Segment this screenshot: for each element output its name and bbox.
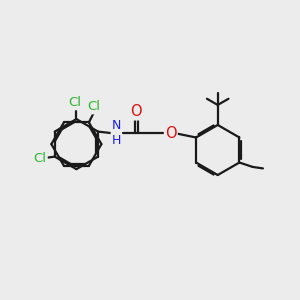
Text: O: O xyxy=(130,104,142,119)
Text: Cl: Cl xyxy=(34,152,46,165)
Text: O: O xyxy=(165,126,177,141)
Text: Cl: Cl xyxy=(68,96,81,109)
Text: N
H: N H xyxy=(112,119,121,147)
Text: Cl: Cl xyxy=(87,100,100,113)
